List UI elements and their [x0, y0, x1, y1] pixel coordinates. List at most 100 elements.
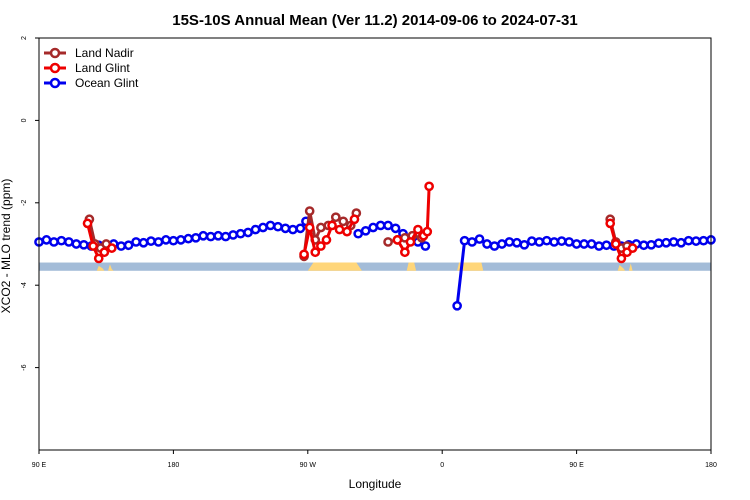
- ocean-glint-point: [564, 237, 574, 247]
- y-tick-label: -4: [21, 282, 28, 288]
- land-shape: [108, 264, 114, 271]
- land-shape: [457, 262, 484, 271]
- land-nadir-point: [316, 222, 326, 233]
- y-tick-label: 2: [21, 36, 28, 40]
- land-shape: [617, 265, 626, 271]
- land-ocean-band: [39, 262, 711, 271]
- series-layer: [34, 181, 716, 311]
- ocean-band: [39, 262, 711, 271]
- land-glint-point: [334, 224, 345, 235]
- ocean-glint-point: [146, 236, 156, 246]
- ocean-glint-point: [467, 237, 477, 247]
- ocean-glint-point: [235, 228, 246, 239]
- land-glint-point: [605, 218, 616, 229]
- series-land-glint: [82, 181, 638, 264]
- legend-item-ocean-glint: Ocean Glint: [44, 76, 139, 90]
- ocean-glint-point: [360, 225, 371, 236]
- ocean-glint-point: [183, 233, 194, 244]
- ocean-glint-point: [489, 241, 500, 251]
- ocean-glint-point: [586, 239, 597, 249]
- ocean-glint-point: [64, 237, 74, 247]
- ocean-glint-point: [571, 239, 582, 249]
- ocean-glint-point: [258, 222, 268, 233]
- legend-label: Land Glint: [75, 61, 130, 75]
- x-tick-label: 90 E: [569, 462, 584, 469]
- x-tick-label: 90 E: [32, 462, 47, 469]
- plot-frame: [38, 37, 712, 451]
- ocean-glint-point: [519, 239, 530, 250]
- ocean-glint-point: [138, 237, 149, 248]
- land-glint-point: [82, 218, 93, 229]
- ocean-glint-point: [161, 235, 171, 245]
- legend-item-land-glint: Land Glint: [44, 61, 130, 75]
- ocean-glint-point: [280, 223, 291, 234]
- ocean-glint-point: [153, 237, 164, 247]
- ocean-glint-point: [676, 237, 686, 248]
- land-glint-point: [422, 226, 433, 237]
- land-glint-point: [316, 241, 326, 251]
- ocean-glint-point: [526, 236, 537, 246]
- ocean-glint-point: [497, 239, 507, 249]
- x-tick-label: 180: [705, 462, 717, 469]
- land-glint-point: [342, 226, 352, 237]
- ocean-glint-point: [288, 224, 298, 235]
- ocean-glint-point: [556, 236, 567, 246]
- ocean-glint-point: [474, 234, 485, 244]
- ocean-glint-point: [176, 235, 186, 245]
- ocean-glint-point: [49, 237, 59, 247]
- ocean-glint-point: [250, 224, 261, 235]
- ocean-glint-point: [131, 237, 141, 247]
- land-glint-point: [413, 224, 423, 235]
- land-shape: [406, 262, 417, 271]
- ocean-glint-point: [205, 231, 216, 242]
- land-nadir-point: [383, 237, 393, 247]
- ocean-glint-point: [504, 237, 515, 247]
- x-tick-label: 90 W: [300, 462, 317, 469]
- ocean-glint-point: [353, 228, 364, 239]
- ocean-glint-point: [683, 235, 694, 246]
- ocean-glint-point: [220, 231, 231, 242]
- ocean-glint-point: [368, 222, 378, 233]
- land-glint-point: [610, 239, 621, 249]
- ocean-glint-point: [71, 239, 82, 249]
- land-glint-point: [327, 220, 337, 231]
- land-glint-point: [321, 235, 332, 245]
- ocean-glint-point: [78, 239, 89, 250]
- land-nadir-point: [330, 212, 341, 223]
- legend-marker: [49, 77, 61, 89]
- ocean-glint-point: [123, 240, 134, 251]
- land-glint-point: [93, 253, 104, 264]
- land-glint-point: [392, 235, 403, 245]
- land-glint-point: [424, 181, 434, 192]
- land-glint-point: [349, 214, 360, 225]
- ocean-glint-point: [56, 235, 67, 246]
- ocean-glint-point: [579, 239, 589, 249]
- ocean-glint-point: [698, 235, 709, 246]
- ocean-glint-point: [452, 300, 462, 311]
- land-glint-point: [616, 253, 627, 264]
- legend-marker: [49, 47, 61, 59]
- land-glint-point: [304, 222, 315, 233]
- ocean-glint-point: [375, 220, 386, 231]
- ocean-glint-point: [549, 237, 560, 247]
- x-tick-label: 0: [440, 462, 444, 469]
- y-tick-label: 0: [21, 118, 28, 122]
- ocean-glint-point: [482, 239, 492, 249]
- ocean-glint-point: [295, 223, 306, 234]
- ocean-glint-point: [512, 237, 522, 248]
- ocean-glint-point: [168, 235, 179, 246]
- legend-label: Ocean Glint: [75, 76, 139, 90]
- y-tick-label: -2: [21, 200, 28, 206]
- land-shape: [96, 265, 105, 271]
- land-glint-point: [99, 247, 110, 258]
- ocean-glint-point: [661, 237, 672, 248]
- ocean-glint-point: [198, 230, 209, 241]
- land-glint-point: [400, 247, 410, 258]
- ocean-glint-point: [601, 240, 612, 251]
- land-glint-point: [106, 243, 117, 253]
- ocean-glint-point: [190, 232, 201, 243]
- x-axis-label: Longitude: [349, 477, 402, 491]
- y-tick-label: -6: [21, 364, 28, 370]
